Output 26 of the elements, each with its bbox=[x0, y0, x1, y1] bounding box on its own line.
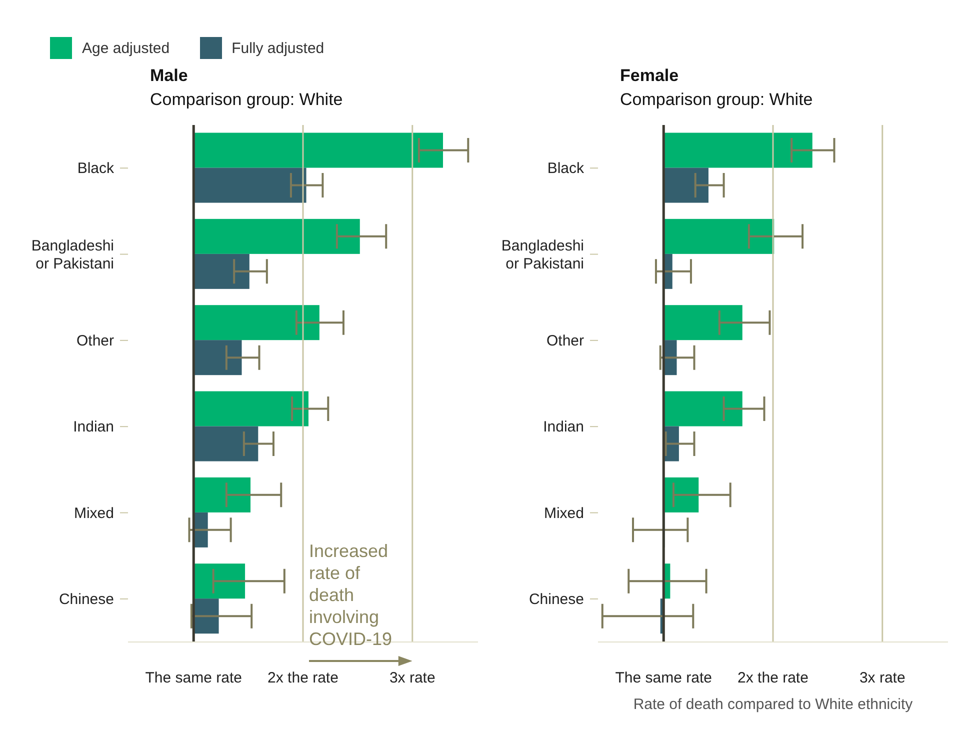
y-tick-label: Bangladeshi or Pakistani bbox=[31, 236, 114, 272]
x-tick-label: 3x rate bbox=[859, 670, 906, 687]
x-tick-label: 2x the rate bbox=[738, 670, 808, 687]
chart-subtitle: Comparison group: White bbox=[620, 89, 814, 111]
x-tick-label: 3x rate bbox=[389, 670, 436, 687]
x-tick-label: The same rate bbox=[615, 670, 712, 687]
y-tick-label: Other bbox=[546, 332, 584, 349]
annotation: Increased rate of death involving COVID-19 bbox=[309, 540, 394, 650]
y-tick-label: Mixed bbox=[544, 504, 584, 522]
x-axis-title: Rate of death compared to White ethnicity bbox=[632, 696, 914, 713]
y-tick-label: Chinese bbox=[528, 590, 584, 608]
y-tick-label: Black bbox=[547, 160, 584, 177]
x-tick-label: The same rate bbox=[145, 670, 242, 687]
y-tick-label: Mixed bbox=[74, 504, 114, 522]
legend-label: Fully adjusted bbox=[232, 40, 324, 56]
y-tick-label: Black bbox=[77, 160, 114, 177]
y-tick-label: Other bbox=[76, 332, 114, 349]
y-tick-label: Bangladeshi or Pakistani bbox=[501, 236, 584, 272]
chart-title: Male bbox=[150, 65, 189, 87]
x-tick-label: 2x the rate bbox=[268, 670, 338, 687]
legend-label: Age adjusted bbox=[82, 40, 170, 56]
y-tick-label: Indian bbox=[73, 418, 114, 436]
y-tick-label: Indian bbox=[543, 418, 584, 436]
chart-title: Female bbox=[620, 65, 680, 87]
chart-subtitle: Comparison group: White bbox=[150, 89, 344, 111]
y-tick-label: Chinese bbox=[58, 590, 114, 608]
